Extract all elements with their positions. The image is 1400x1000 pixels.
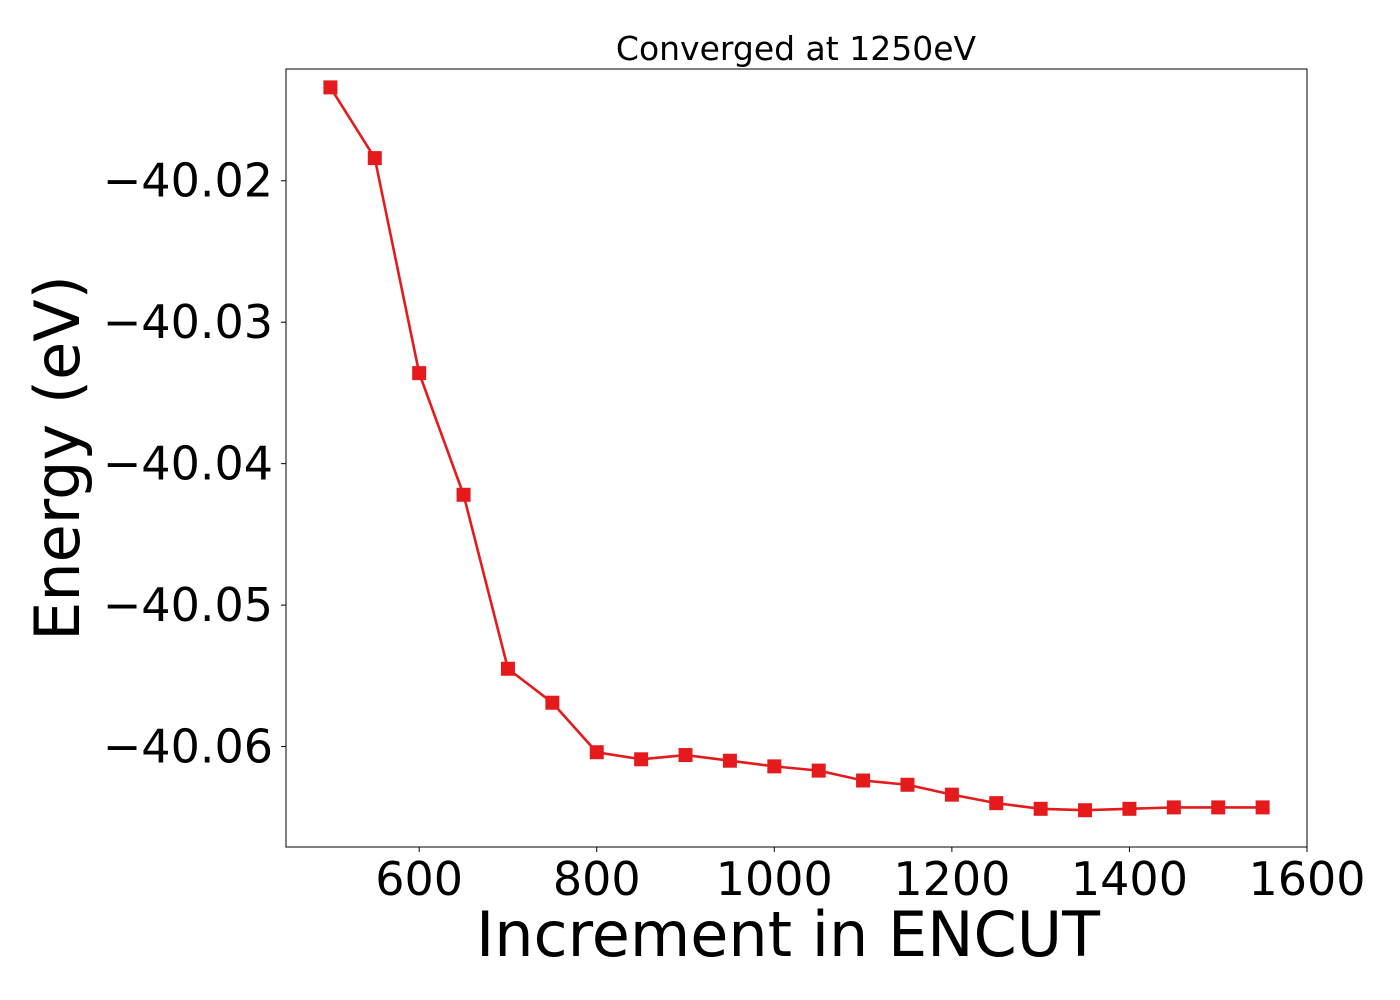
data-point-marker xyxy=(1166,800,1181,815)
data-point-marker xyxy=(323,80,338,95)
y-tick-label: −40.06 xyxy=(103,720,273,774)
y-tick-label: −40.03 xyxy=(103,295,273,349)
data-point-marker xyxy=(1122,801,1137,816)
chart-title: Converged at 1250eV xyxy=(616,29,977,68)
y-axis-label: Energy (eV) xyxy=(21,275,94,641)
data-point-marker xyxy=(1255,800,1270,815)
plot-frame xyxy=(285,68,1308,848)
data-point-marker xyxy=(367,151,382,166)
x-axis-label: Increment in ENCUT xyxy=(476,898,1101,971)
data-point-marker xyxy=(678,748,693,763)
data-point-marker xyxy=(412,366,427,381)
data-point-marker xyxy=(989,796,1004,811)
x-tick-label: 1400 xyxy=(1071,852,1188,906)
y-tick-label: −40.04 xyxy=(103,437,273,491)
data-point-marker xyxy=(811,763,826,778)
x-tick-label: 1600 xyxy=(1248,852,1365,906)
data-point-marker xyxy=(856,773,871,788)
x-tick-label: 800 xyxy=(553,852,641,906)
data-point-marker xyxy=(1033,801,1048,816)
data-point-marker xyxy=(589,745,604,760)
data-point-marker xyxy=(545,695,560,710)
y-axis-ticks: −40.02 −40.03 −40.04 −40.05 −40.06 xyxy=(103,154,286,774)
data-point-marker xyxy=(500,661,515,676)
energy-series xyxy=(323,80,1270,818)
data-point-marker xyxy=(1211,800,1226,815)
data-point-marker xyxy=(944,787,959,802)
data-point-marker xyxy=(634,752,649,767)
x-tick-label: 1200 xyxy=(893,852,1010,906)
data-point-marker xyxy=(456,487,471,502)
series-line xyxy=(329,86,1263,812)
x-axis-ticks: 600 800 1000 1200 1400 1600 xyxy=(375,847,1366,906)
y-tick-label: −40.05 xyxy=(103,578,273,632)
y-tick-label: −40.02 xyxy=(103,154,273,208)
data-point-marker xyxy=(722,753,737,768)
data-point-marker xyxy=(767,759,782,774)
x-tick-label: 600 xyxy=(375,852,463,906)
x-tick-label: 1000 xyxy=(716,852,833,906)
data-point-marker xyxy=(1078,803,1093,818)
data-point-marker xyxy=(900,777,915,792)
